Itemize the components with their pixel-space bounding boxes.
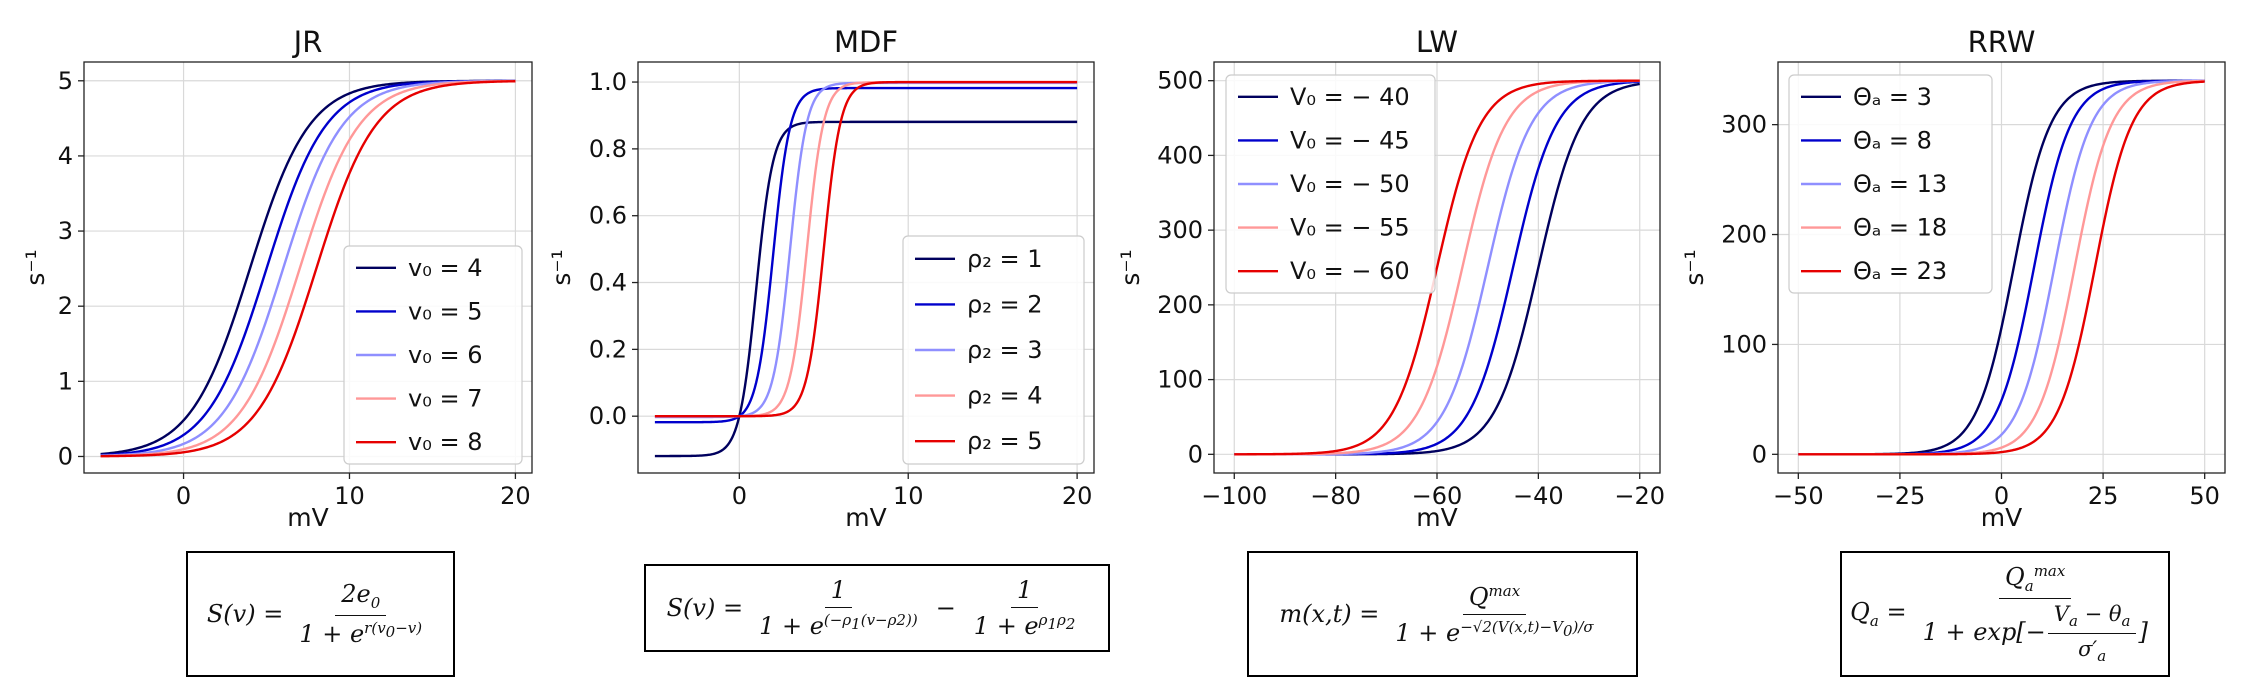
legend-label: V₀ = − 60 (1290, 257, 1410, 285)
y-tick-label: 100 (1157, 366, 1203, 394)
y-tick-label: 1.0 (589, 68, 627, 96)
x-tick-label: −20 (1614, 482, 1665, 510)
y-axis-label: s⁻¹ (21, 249, 50, 285)
legend-label: v₀ = 6 (408, 341, 482, 369)
y-tick-label: 500 (1157, 67, 1203, 95)
x-axis-label: mV (845, 503, 886, 532)
x-axis-label: mV (287, 503, 328, 532)
y-axis-label: s⁻¹ (547, 249, 576, 285)
x-axis-label: mV (1416, 503, 1457, 532)
legend-label: ρ₂ = 4 (967, 382, 1043, 410)
y-tick-label: 0.2 (589, 335, 627, 363)
y-tick-label: 0.6 (589, 202, 627, 230)
x-tick-label: 25 (2088, 482, 2119, 510)
x-tick-label: −100 (1201, 482, 1267, 510)
x-tick-label: −25 (1875, 482, 1926, 510)
chart-title: LW (1416, 25, 1458, 59)
y-tick-label: 300 (1721, 111, 1767, 139)
legend: v₀ = 4 v₀ = 5 v₀ = 6 v₀ = 7 v₀ = 8 (343, 245, 523, 465)
y-tick-label: 400 (1157, 141, 1203, 169)
y-tick-label: 3 (58, 217, 73, 245)
y-axis-label: s⁻¹ (1680, 249, 1709, 285)
legend-label: V₀ = − 50 (1290, 170, 1410, 198)
series-line-5 (1798, 80, 2205, 456)
series-line-5 (100, 80, 516, 458)
formula-rrw: Qa = Qamax 1 + exp[− Va − θa σ′a] (1840, 551, 2170, 677)
legend-label: v₀ = 8 (408, 428, 482, 456)
y-tick-label: 0 (1752, 440, 1767, 468)
x-axis-label: mV (1981, 503, 2022, 532)
y-tick-label: 200 (1157, 291, 1203, 319)
formula-jr: S(v) = 2e0 1 + er(v0−v) (186, 551, 455, 677)
legend-label: Θₐ = 8 (1853, 126, 1932, 154)
series-line-4 (100, 79, 516, 458)
y-tick-label: 4 (58, 142, 73, 170)
legend-label: ρ₂ = 3 (967, 336, 1043, 364)
legend-label: Θₐ = 23 (1853, 257, 1947, 285)
legend-label: V₀ = − 40 (1290, 83, 1410, 111)
legend-box (343, 245, 523, 465)
legend-label: ρ₂ = 2 (967, 290, 1043, 318)
legend-label: ρ₂ = 5 (967, 427, 1043, 455)
legend-label: v₀ = 7 (408, 385, 482, 413)
y-tick-label: 0.0 (589, 402, 627, 430)
x-tick-label: 50 (2189, 482, 2220, 510)
x-tick-label: 20 (500, 482, 531, 510)
x-tick-label: −80 (1310, 482, 1361, 510)
y-tick-label: 5 (58, 67, 73, 95)
series-line-5 (654, 80, 1078, 418)
plot-frame (83, 61, 533, 474)
legend: Θₐ = 3 Θₐ = 8 Θₐ = 13 Θₐ = 18 Θₐ = 23 (1788, 74, 1993, 294)
x-tick-label: −40 (1513, 482, 1564, 510)
y-tick-label: 2 (58, 292, 73, 320)
series-line-1 (654, 120, 1078, 458)
plot-frame (637, 61, 1095, 474)
y-tick-label: 1 (58, 367, 73, 395)
y-tick-label: 100 (1721, 330, 1767, 358)
legend-box (1225, 74, 1436, 294)
x-tick-label: 10 (893, 482, 924, 510)
legend: ρ₂ = 1 ρ₂ = 2 ρ₂ = 3 ρ₂ = 4 ρ₂ = 5 (902, 235, 1085, 465)
y-tick-label: 200 (1721, 221, 1767, 249)
y-tick-label: 0 (58, 442, 73, 470)
chart-title: JR (292, 25, 323, 59)
x-tick-label: 0 (1994, 482, 2009, 510)
y-tick-label: 0.4 (589, 269, 627, 297)
legend-label: Θₐ = 18 (1853, 214, 1947, 242)
legend-label: V₀ = − 55 (1290, 214, 1410, 242)
y-axis-label: s⁻¹ (1116, 249, 1145, 285)
series-line-5 (1234, 79, 1640, 456)
legend-label: V₀ = − 45 (1290, 126, 1410, 154)
legend-box (902, 235, 1085, 465)
legend-label: Θₐ = 3 (1853, 83, 1932, 111)
series-line-2 (654, 86, 1078, 424)
chart-title: RRW (1968, 25, 2036, 59)
x-tick-label: 10 (334, 482, 365, 510)
legend-label: Θₐ = 13 (1853, 170, 1947, 198)
legend-label: v₀ = 5 (408, 297, 482, 325)
x-tick-label: 0 (732, 482, 747, 510)
formula-lw: m(x,t) = Qmax 1 + e−√2(V(x,t)−V0)/σ (1247, 551, 1638, 677)
y-tick-label: 300 (1157, 216, 1203, 244)
x-tick-label: 0 (176, 482, 191, 510)
legend-box (1788, 74, 1993, 294)
y-tick-label: 0 (1188, 440, 1203, 468)
y-tick-label: 0.8 (589, 135, 627, 163)
legend-label: v₀ = 4 (408, 254, 482, 282)
legend: V₀ = − 40 V₀ = − 45 V₀ = − 50 V₀ = − 55 V₀ =… (1225, 74, 1436, 294)
x-tick-label: −60 (1412, 482, 1463, 510)
x-tick-label: −50 (1773, 482, 1824, 510)
chart-title: MDF (834, 25, 898, 59)
x-tick-label: 20 (1062, 482, 1093, 510)
legend-label: ρ₂ = 1 (967, 245, 1043, 273)
chart-panel-lw: −100 −80 −60 −40 −20 0 100 200 300 400 500 LW mV s⁻¹ V… (1116, 25, 1665, 532)
